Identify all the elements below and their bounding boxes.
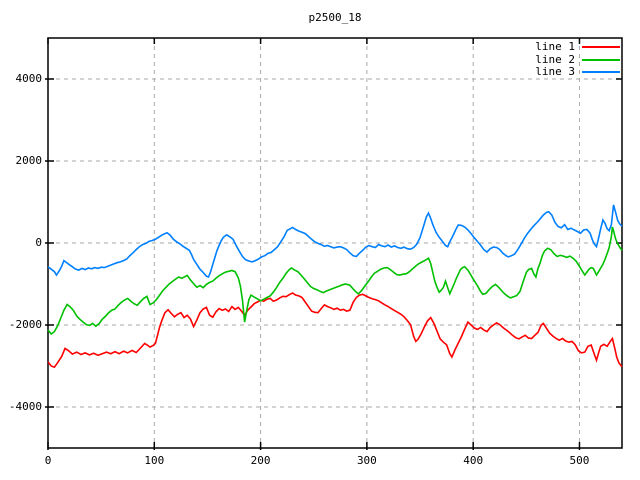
x-tick-label: 200 [250, 454, 271, 467]
y-tick-label: -4000 [8, 400, 42, 413]
x-tick-label: 400 [463, 454, 484, 467]
y-tick-label: 0 [35, 236, 42, 249]
x-tick-label: 0 [44, 454, 52, 467]
x-tick-label: 300 [356, 454, 377, 467]
chart-title: p2500_18 [308, 11, 362, 24]
plot-border [47, 37, 623, 449]
y-tick-label: 4000 [15, 72, 43, 85]
y-tick-label: -2000 [8, 318, 42, 331]
series-3-line [47, 204, 623, 279]
series-2-line [47, 226, 623, 336]
x-tick-label: 100 [144, 454, 165, 467]
y-tick-label: 2000 [15, 154, 43, 167]
x-tick-label: 500 [569, 454, 590, 467]
series-1-line [47, 292, 623, 369]
